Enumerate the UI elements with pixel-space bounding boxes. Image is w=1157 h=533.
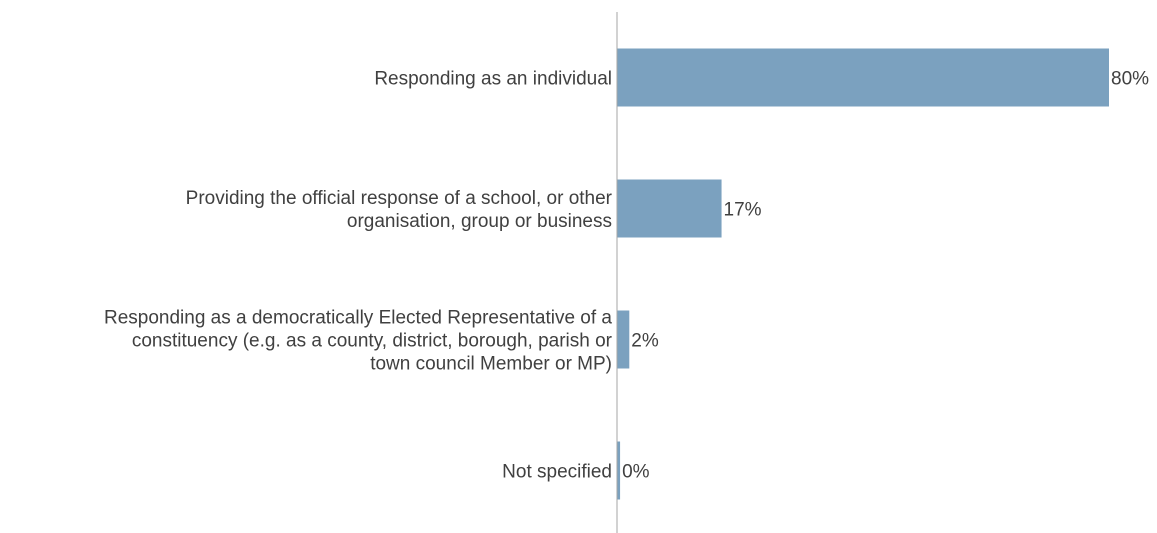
category-label: Not specified bbox=[502, 462, 612, 483]
category-label: Providing the official response of a sch… bbox=[186, 188, 613, 232]
bar bbox=[617, 179, 722, 238]
category-label-line: town council Member or MP) bbox=[370, 354, 612, 375]
category-label: Responding as a democratically Elected R… bbox=[104, 308, 613, 375]
category-label-line: Not specified bbox=[502, 462, 612, 483]
bars-layer bbox=[617, 48, 1109, 500]
category-label-line: Providing the official response of a sch… bbox=[186, 188, 613, 209]
bar bbox=[617, 310, 630, 369]
bar bbox=[617, 48, 1109, 107]
data-label: 0% bbox=[622, 462, 650, 483]
data-label: 17% bbox=[724, 200, 762, 221]
category-label-line: constituency (e.g. as a county, district… bbox=[132, 331, 613, 352]
category-label-line: organisation, group or business bbox=[347, 211, 612, 232]
bar bbox=[617, 441, 621, 500]
category-label-line: Responding as a democratically Elected R… bbox=[104, 308, 612, 329]
data-label: 80% bbox=[1111, 69, 1149, 90]
data-label: 2% bbox=[631, 331, 659, 352]
category-label-line: Responding as an individual bbox=[374, 69, 612, 90]
labels-layer: 80% Responding as an individual 17% Providi… bbox=[104, 69, 1149, 483]
category-label: Responding as an individual bbox=[374, 69, 612, 90]
